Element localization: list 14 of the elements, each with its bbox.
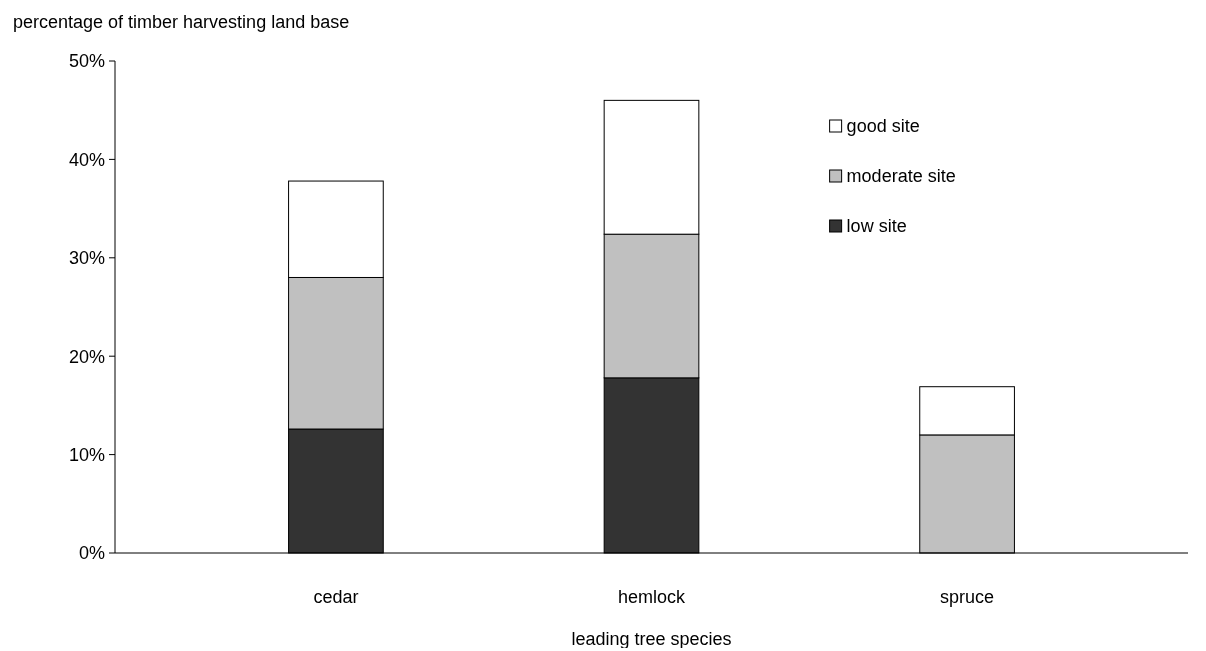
legend-label: good site (846, 116, 920, 137)
y-axis-title: percentage of timber harvesting land base (13, 12, 350, 32)
y-tick-label: 10% (68, 444, 105, 465)
legend-label: moderate site (846, 166, 956, 187)
y-tick-label: 30% (68, 248, 105, 269)
y-tick-label: 20% (68, 346, 105, 367)
x-tick-label: hemlock (617, 587, 687, 607)
y-tick-label: 0% (78, 543, 105, 564)
y-tick-label: 40% (68, 149, 105, 170)
x-tick-label: spruce (940, 587, 995, 607)
legend-label: low site (846, 216, 907, 237)
x-axis-title: leading tree species (571, 629, 732, 649)
y-tick-label: 50% (68, 51, 105, 72)
x-tick-label: cedar (313, 587, 359, 607)
